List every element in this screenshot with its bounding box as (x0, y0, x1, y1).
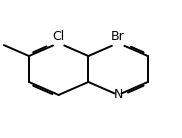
Text: Br: Br (111, 30, 125, 43)
Text: N: N (113, 88, 123, 101)
Text: Cl: Cl (53, 30, 65, 43)
